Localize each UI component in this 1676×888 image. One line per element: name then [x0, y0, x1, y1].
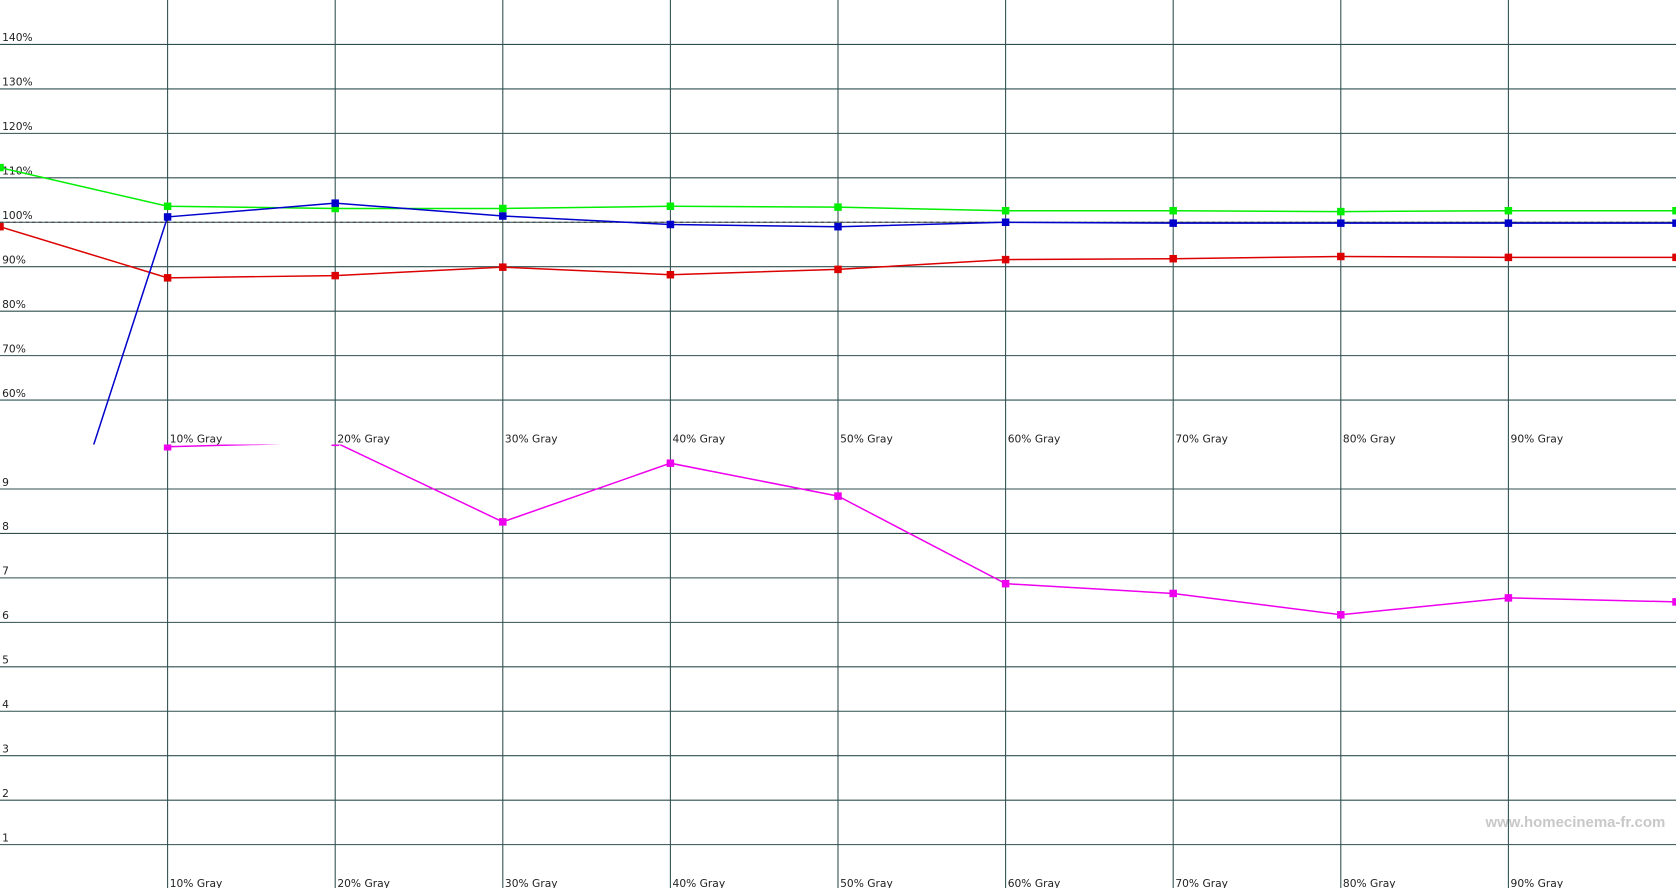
point-marker — [499, 204, 507, 213]
point-marker — [1001, 206, 1010, 215]
point-marker — [499, 212, 507, 220]
point-marker — [331, 204, 339, 213]
point-marker — [1672, 598, 1676, 606]
y-tick-label: 9 — [2, 476, 9, 489]
y-tick-label: 5 — [2, 654, 9, 667]
point-marker — [1672, 253, 1676, 262]
x-tick-label: 30% Gray — [505, 877, 558, 888]
y-tick-label: 8 — [2, 520, 9, 533]
point-marker — [666, 270, 675, 279]
point-marker — [0, 163, 4, 172]
point-marker — [834, 203, 842, 211]
x-tick-label: 10% Gray — [170, 432, 223, 445]
point-marker — [1001, 255, 1010, 264]
point-marker — [1504, 219, 1513, 227]
x-tick-label: 30% Gray — [505, 432, 558, 445]
x-tick-label: 90% Gray — [1511, 432, 1564, 445]
y-tick-label: 4 — [2, 698, 9, 711]
point-marker — [1001, 218, 1010, 227]
point-marker — [1672, 219, 1676, 227]
y-tick-label: 3 — [2, 743, 9, 756]
point-marker — [1337, 219, 1345, 227]
point-marker — [331, 271, 339, 280]
point-marker — [1504, 253, 1513, 262]
point-marker — [1169, 254, 1177, 263]
x-tick-label: 70% Gray — [1175, 432, 1228, 445]
y-tick-label: 60% — [2, 387, 26, 400]
point-marker — [1337, 252, 1345, 261]
point-marker — [499, 263, 507, 271]
point-marker — [834, 222, 842, 231]
point-marker — [1504, 594, 1513, 602]
x-tick-label: 50% Gray — [840, 432, 893, 445]
point-marker — [834, 265, 842, 274]
y-tick-label: 140% — [2, 31, 33, 44]
x-tick-label: 40% Gray — [673, 877, 726, 888]
point-marker — [666, 202, 675, 211]
y-tick-label: 2 — [2, 787, 9, 800]
point-marker — [331, 199, 339, 207]
x-tick-label: 40% Gray — [673, 432, 726, 445]
point-marker — [834, 492, 842, 500]
point-marker — [1672, 206, 1676, 215]
point-marker — [331, 444, 339, 447]
point-marker — [163, 274, 172, 282]
plot-area — [163, 444, 1676, 619]
point-marker — [666, 220, 675, 229]
x-tick-label: 20% Gray — [337, 877, 390, 888]
x-tick-label: 60% Gray — [1008, 877, 1061, 888]
x-tick-label: 90% Gray — [1511, 877, 1564, 888]
y-tick-label: 6 — [2, 609, 9, 622]
point-marker — [1169, 219, 1177, 227]
point-marker — [1337, 611, 1345, 619]
y-tick-label: 90% — [2, 254, 26, 267]
y-tick-label: 120% — [2, 120, 33, 133]
x-tick-label: 50% Gray — [840, 877, 893, 888]
x-tick-label: 10% Gray — [170, 877, 223, 888]
watermark: www.homecinema-fr.com — [1485, 814, 1666, 831]
point-marker — [163, 202, 172, 211]
x-tick-label: 60% Gray — [1008, 432, 1061, 445]
y-tick-label: 100% — [2, 209, 33, 222]
plot-area — [0, 163, 1676, 445]
point-marker — [0, 222, 4, 231]
y-tick-label: 7 — [2, 565, 9, 578]
x-tick-label: 70% Gray — [1175, 877, 1228, 888]
x-tick-label: 80% Gray — [1343, 432, 1396, 445]
point-marker — [1504, 206, 1513, 215]
point-marker — [1001, 579, 1010, 588]
point-marker — [1169, 206, 1177, 215]
x-tick-label: 80% Gray — [1343, 877, 1396, 888]
series-line — [167, 444, 1676, 616]
point-marker — [163, 213, 172, 221]
point-marker — [1169, 589, 1177, 598]
y-tick-label: 1 — [2, 831, 9, 844]
y-tick-label: 80% — [2, 298, 26, 311]
point-marker — [499, 518, 507, 526]
point-marker — [163, 444, 172, 451]
point-marker — [666, 459, 675, 467]
point-marker — [1337, 207, 1345, 216]
x-tick-label: 20% Gray — [337, 432, 390, 445]
y-tick-label: 70% — [2, 342, 26, 355]
y-tick-label: 130% — [2, 76, 33, 89]
